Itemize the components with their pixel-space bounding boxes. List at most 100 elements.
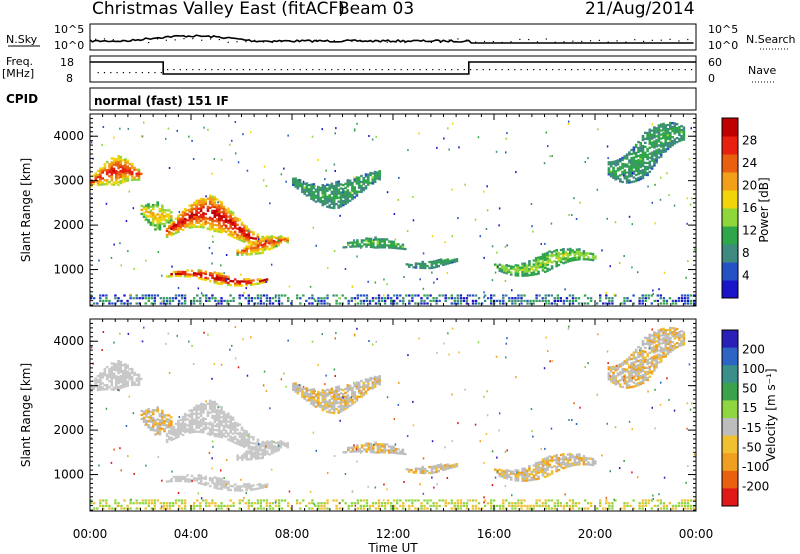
velocity-cell xyxy=(573,459,577,463)
power-cell xyxy=(634,179,638,183)
power-cell xyxy=(193,223,196,226)
power-cell xyxy=(344,186,347,189)
velocity-cell xyxy=(430,469,434,473)
velocity-cell xyxy=(659,330,663,333)
power-cell xyxy=(376,173,379,176)
velocity-cell xyxy=(414,471,418,474)
power-cell xyxy=(222,229,226,233)
power-cell xyxy=(346,181,350,184)
power-cell xyxy=(428,266,431,270)
velocity-cell xyxy=(346,390,350,393)
power-cell xyxy=(346,183,350,186)
power-cell xyxy=(664,150,667,153)
power-cell xyxy=(516,270,520,273)
velocity-cell xyxy=(648,345,652,348)
velocity-cell xyxy=(364,384,368,387)
velocity-cell xyxy=(323,401,327,405)
velocity-cell xyxy=(430,471,434,475)
velocity-cell xyxy=(360,385,363,389)
velocity-cell xyxy=(680,340,683,343)
power-cell xyxy=(514,268,518,271)
power-cell xyxy=(277,294,281,297)
power-cell xyxy=(245,253,249,256)
power-cell xyxy=(444,263,447,266)
power-cell xyxy=(167,213,171,216)
power-cell xyxy=(401,245,405,248)
velocity-cell xyxy=(639,346,642,350)
power-cell xyxy=(339,199,343,202)
nave-point xyxy=(154,72,156,74)
power-cell xyxy=(298,185,302,188)
power-cell xyxy=(110,165,114,168)
power-cell xyxy=(218,216,221,219)
power-cell xyxy=(317,193,320,197)
velocity-cell xyxy=(385,443,389,446)
velocity-cell xyxy=(179,475,182,479)
power-cell xyxy=(521,274,524,277)
power-cell xyxy=(411,294,414,297)
nave-point xyxy=(577,69,579,71)
power-cell xyxy=(544,252,547,255)
velocity-cell xyxy=(99,372,102,375)
power-cell xyxy=(653,144,656,147)
velocity-cell xyxy=(678,332,681,336)
velocity-cell xyxy=(650,338,654,341)
velocity-cell xyxy=(437,466,440,469)
velocity-cell xyxy=(678,330,681,334)
power-cell xyxy=(368,302,372,305)
power-cell xyxy=(211,274,214,277)
velocity-cell xyxy=(360,395,363,399)
power-cell xyxy=(355,194,359,197)
velocity-cell xyxy=(348,404,352,407)
power-cell xyxy=(448,148,450,151)
velocity-cell xyxy=(165,414,169,417)
velocity-cell xyxy=(369,378,372,382)
velocity-cell xyxy=(205,499,208,502)
velocity-cell xyxy=(346,400,350,403)
velocity-cell xyxy=(444,468,447,471)
velocity-cell xyxy=(423,467,427,471)
power-cell xyxy=(121,179,125,182)
power-cell xyxy=(367,239,371,242)
power-cell xyxy=(677,297,681,300)
power-cell xyxy=(567,123,570,125)
velocity-cell xyxy=(215,429,219,432)
velocity-cell xyxy=(362,394,365,397)
velocity-cell xyxy=(272,445,276,448)
power-cell xyxy=(272,244,276,247)
power-cell xyxy=(383,244,386,247)
velocity-cell xyxy=(133,381,136,384)
velocity-cell xyxy=(646,370,649,374)
velocity-cell xyxy=(156,408,159,411)
nave-point xyxy=(274,69,276,71)
nsearch-point xyxy=(554,41,556,43)
power-cell xyxy=(208,200,212,203)
power-cell xyxy=(580,252,583,255)
nave-point xyxy=(596,69,598,71)
power-cell xyxy=(693,294,696,297)
velocity-cell xyxy=(675,336,679,339)
power-cell xyxy=(431,235,434,238)
power-cell xyxy=(115,170,118,173)
velocity-cell xyxy=(646,340,649,344)
power-cell xyxy=(115,160,118,163)
velocity-cell xyxy=(229,488,232,492)
power-cell xyxy=(532,259,536,262)
velocity-cell xyxy=(161,421,164,424)
power-cell xyxy=(147,215,150,218)
velocity-cell xyxy=(186,424,189,427)
power-cell xyxy=(439,262,443,265)
power-cell xyxy=(177,216,180,219)
power-cell xyxy=(385,238,389,241)
power-cell xyxy=(140,208,144,212)
power-cell xyxy=(254,252,258,255)
velocity-cell xyxy=(193,504,196,507)
nave-point xyxy=(211,69,213,71)
power-cell xyxy=(641,148,645,152)
power-cell xyxy=(220,278,223,282)
power-cell xyxy=(327,267,329,269)
power-cell xyxy=(242,133,244,136)
power-cell xyxy=(605,302,608,305)
velocity-cell xyxy=(519,473,522,476)
velocity-cell xyxy=(573,455,577,459)
